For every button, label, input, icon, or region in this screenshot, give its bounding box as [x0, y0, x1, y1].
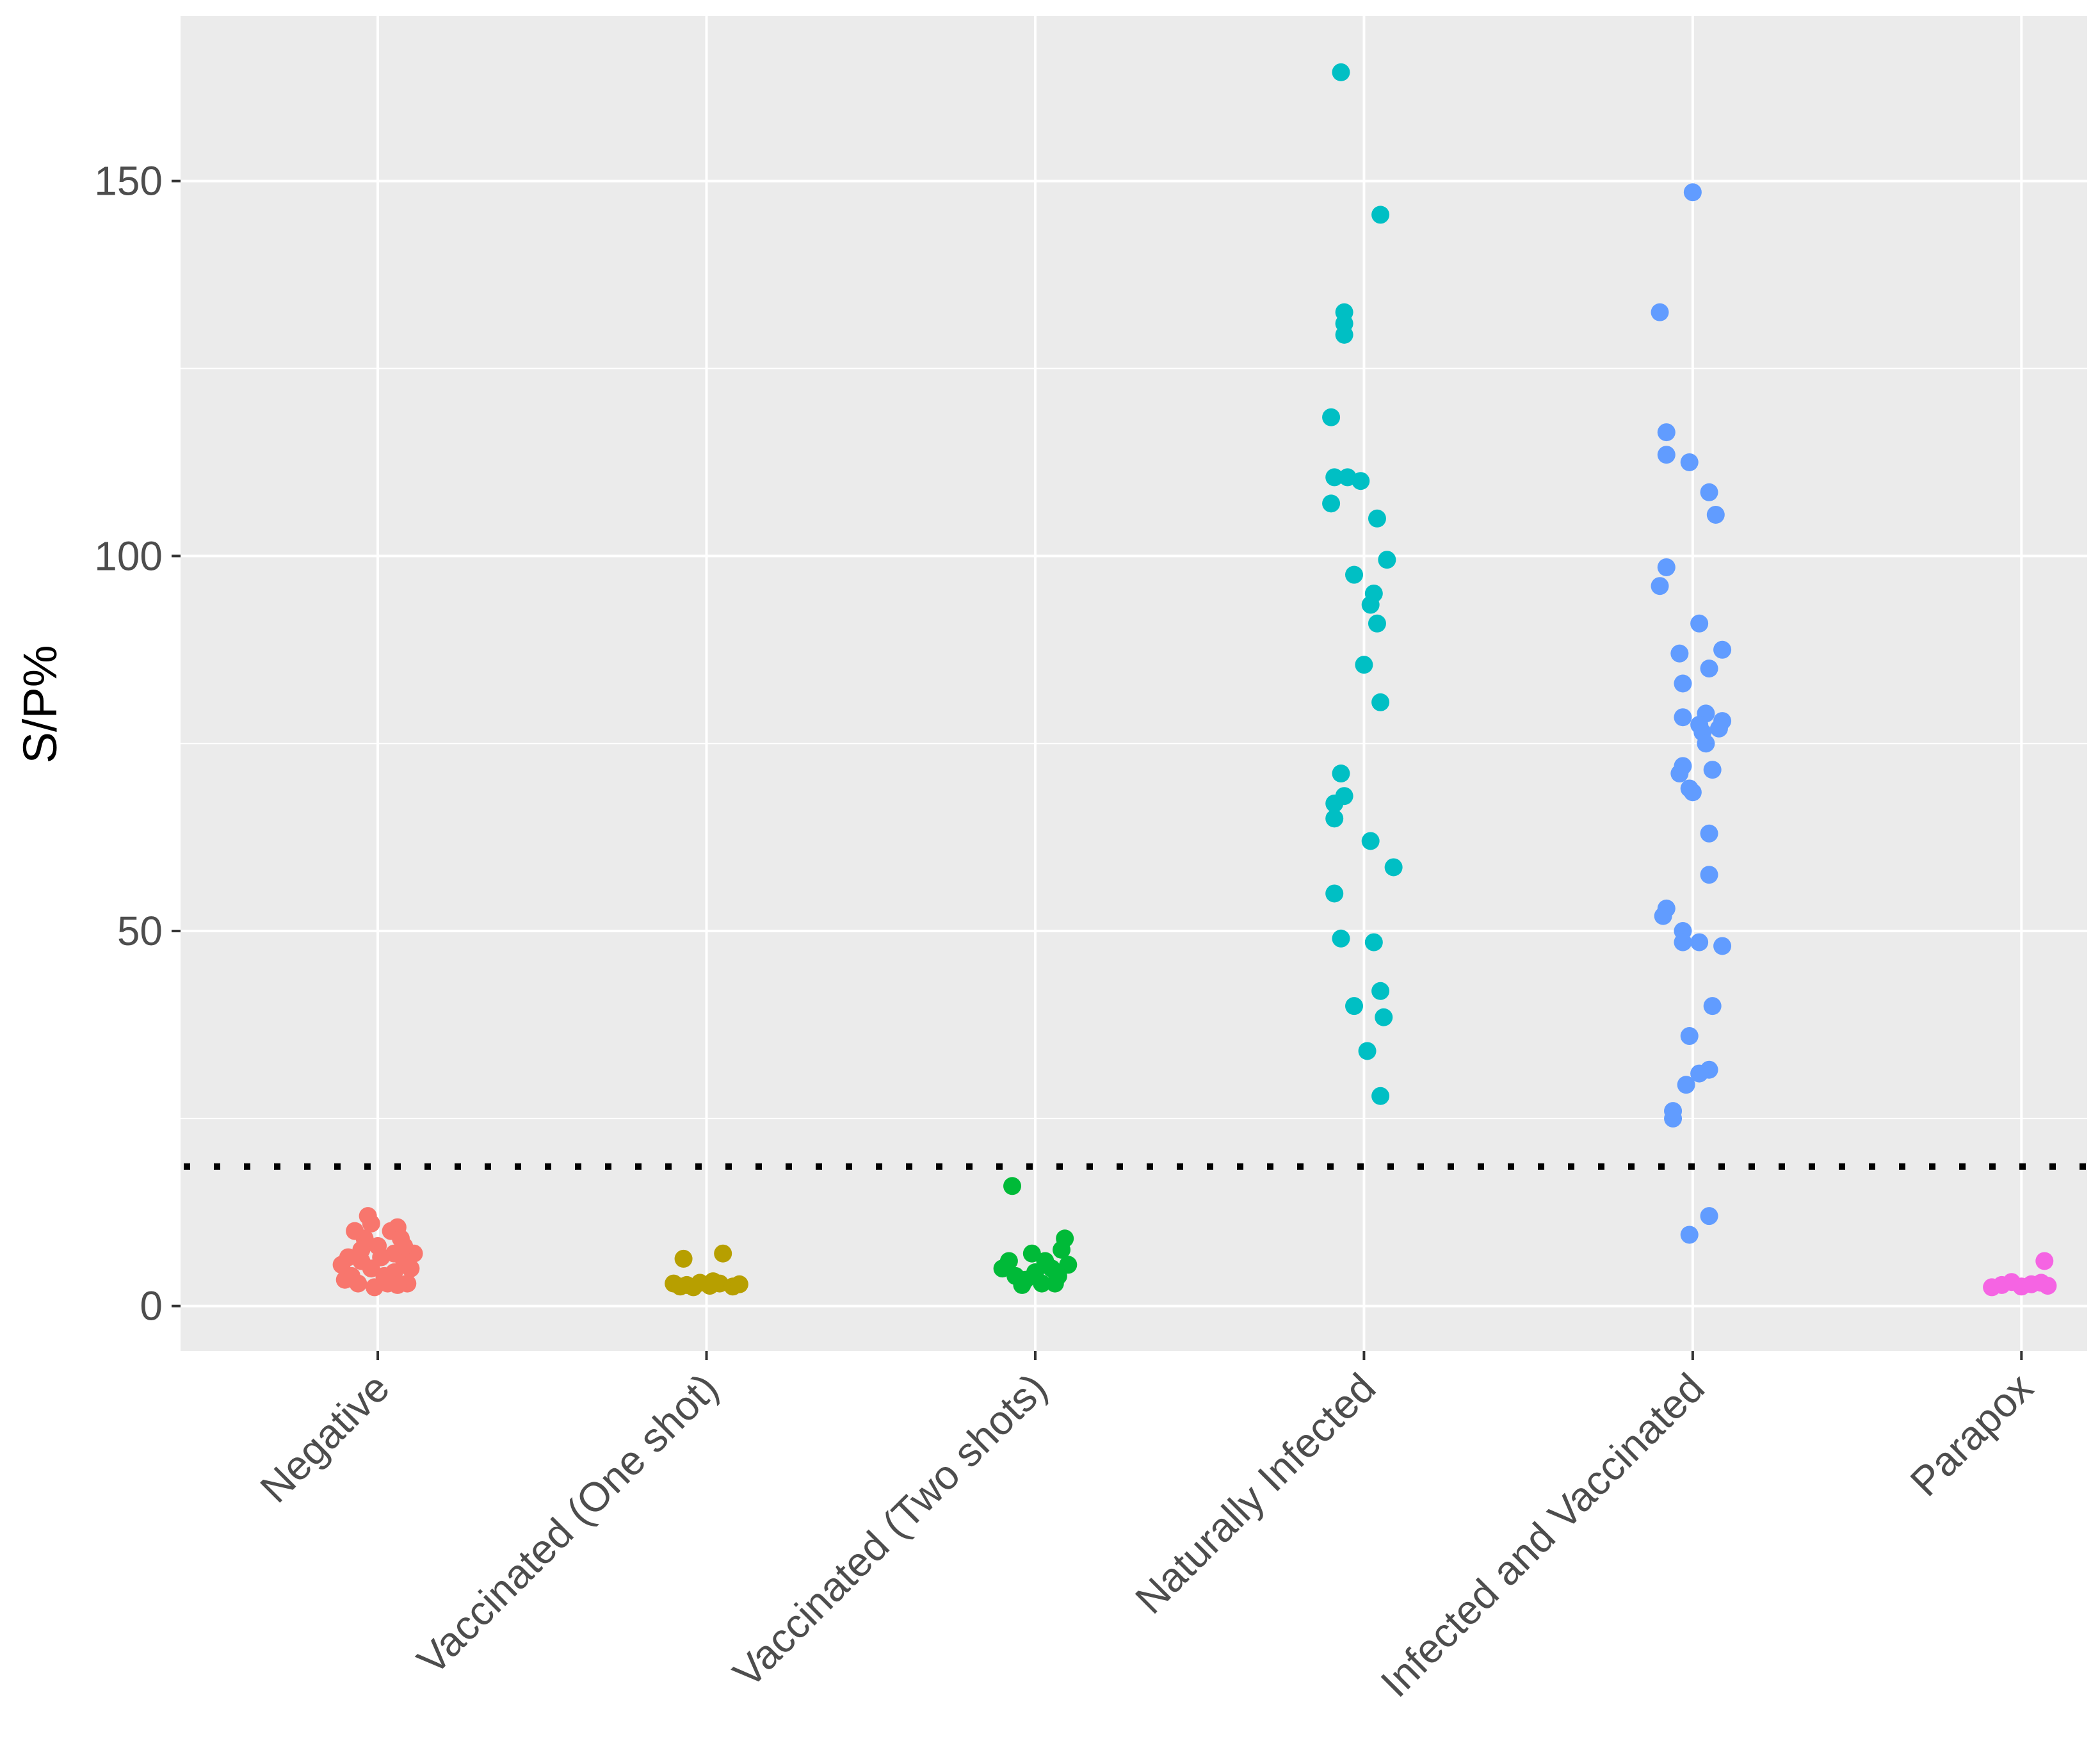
minor-gridlines — [181, 368, 2087, 1119]
data-point — [1697, 734, 1715, 753]
data-point — [365, 1278, 384, 1297]
y-tick-label: 150 — [94, 158, 163, 204]
data-point — [1700, 660, 1718, 678]
data-point — [674, 1249, 693, 1268]
data-point — [395, 1237, 414, 1256]
data-point — [1683, 183, 1702, 202]
y-axis: 0 50 100 150 — [94, 158, 181, 1329]
data-point — [1345, 565, 1364, 584]
data-point — [1713, 937, 1732, 955]
data-point — [1654, 907, 1672, 925]
data-point — [1371, 693, 1390, 711]
data-point — [1022, 1244, 1041, 1263]
data-point — [1371, 1087, 1390, 1105]
data-point — [1352, 472, 1370, 490]
data-point — [1325, 809, 1344, 828]
data-point — [332, 1256, 351, 1274]
data-point — [714, 1244, 732, 1263]
data-point — [1680, 453, 1699, 471]
y-tick-label: 50 — [117, 908, 163, 954]
data-point — [1703, 997, 1722, 1016]
y-tick-label: 0 — [140, 1283, 163, 1329]
major-gridlines — [181, 16, 2087, 1351]
data-point — [1651, 577, 1669, 595]
data-point — [1378, 551, 1396, 569]
data-point — [1706, 505, 1725, 524]
data-point — [1680, 1226, 1699, 1244]
data-point — [1355, 656, 1373, 674]
data-point — [999, 1252, 1018, 1270]
data-point — [359, 1207, 377, 1226]
data-point — [1657, 446, 1676, 464]
data-point — [1680, 1027, 1699, 1046]
y-axis-title: S/P% — [13, 645, 67, 763]
data-point — [372, 1248, 391, 1266]
data-point — [1657, 423, 1676, 442]
data-points — [332, 63, 2057, 1297]
data-point — [1033, 1274, 1051, 1293]
data-point — [1651, 303, 1669, 321]
data-point — [1368, 614, 1386, 633]
data-point — [1700, 483, 1718, 501]
data-point — [1049, 1266, 1067, 1285]
data-point — [1375, 1008, 1393, 1026]
data-point — [1322, 494, 1341, 513]
data-point — [1358, 1042, 1377, 1060]
data-point — [1700, 866, 1718, 884]
data-point — [1664, 1109, 1683, 1128]
data-point — [1670, 644, 1689, 663]
data-point — [352, 1240, 371, 1259]
data-point — [346, 1222, 364, 1240]
data-point — [1361, 832, 1380, 850]
data-point — [388, 1275, 407, 1294]
data-point — [1683, 783, 1702, 802]
data-point — [1332, 929, 1350, 948]
data-point — [1361, 595, 1380, 614]
data-point — [1670, 765, 1689, 783]
data-point — [1700, 824, 1718, 843]
data-point — [1657, 558, 1676, 576]
data-point — [1003, 1177, 1022, 1195]
data-point — [1690, 1064, 1709, 1083]
data-point — [730, 1275, 748, 1293]
data-point — [1700, 1207, 1718, 1226]
data-point — [684, 1278, 702, 1297]
data-point — [1703, 761, 1722, 779]
data-point — [1674, 674, 1692, 693]
data-point — [1335, 325, 1353, 344]
data-point — [1325, 884, 1344, 903]
data-point — [704, 1272, 722, 1291]
data-point — [1709, 719, 1728, 738]
data-point — [2035, 1252, 2054, 1270]
data-point — [1364, 933, 1383, 951]
data-point — [1368, 509, 1386, 528]
data-point — [349, 1274, 368, 1293]
data-point — [1325, 468, 1344, 487]
data-point — [1674, 708, 1692, 727]
data-point — [1690, 614, 1709, 633]
data-point — [1332, 765, 1350, 783]
data-point — [1371, 206, 1390, 224]
data-point — [1713, 640, 1732, 659]
data-point — [1332, 63, 1350, 81]
plot-panel — [181, 16, 2087, 1351]
data-point — [2039, 1277, 2057, 1295]
data-point — [1384, 858, 1403, 877]
data-point — [671, 1277, 690, 1296]
y-tick-label: 100 — [94, 533, 163, 579]
data-point — [1690, 933, 1709, 951]
data-point — [1322, 408, 1341, 426]
data-point — [1053, 1240, 1071, 1259]
data-point — [401, 1259, 420, 1278]
data-point — [1371, 982, 1390, 1000]
data-point — [1345, 997, 1364, 1016]
data-point — [1677, 1076, 1695, 1094]
data-point — [1013, 1275, 1031, 1294]
data-point — [1674, 933, 1692, 951]
data-point — [1325, 794, 1344, 813]
